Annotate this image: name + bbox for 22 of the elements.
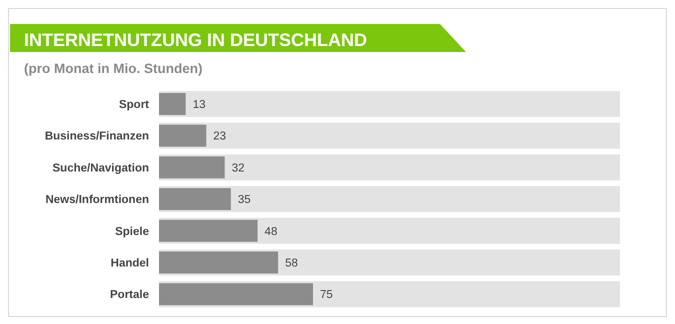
- data-label: 75: [320, 289, 333, 302]
- data-label: 35: [238, 194, 251, 206]
- y-tick-label: Handel: [110, 258, 149, 270]
- y-tick-label: Suche/Navigation: [52, 162, 149, 174]
- y-tick-label: Spiele: [115, 226, 149, 238]
- bar: [159, 156, 225, 178]
- data-label: 58: [285, 258, 298, 270]
- bar: [159, 220, 258, 242]
- chart-title: INTERNETNUTZUNG IN DEUTSCHLAND: [24, 30, 367, 50]
- data-label: 32: [232, 162, 245, 174]
- y-tick-label: Sport: [118, 99, 150, 111]
- data-label: 48: [264, 226, 278, 238]
- y-tick-label: Portale: [110, 289, 149, 302]
- bar: [159, 93, 186, 115]
- bar: [159, 252, 278, 274]
- chart-subtitle: (pro Monat in Mio. Stunden): [24, 61, 202, 76]
- y-tick-label: News/Informtionen: [45, 194, 149, 206]
- data-label: 23: [213, 130, 226, 143]
- y-tick-label: Business/Finanzen: [44, 130, 149, 143]
- bar: [159, 188, 231, 210]
- data-label: 13: [192, 99, 206, 111]
- bar: [159, 124, 206, 147]
